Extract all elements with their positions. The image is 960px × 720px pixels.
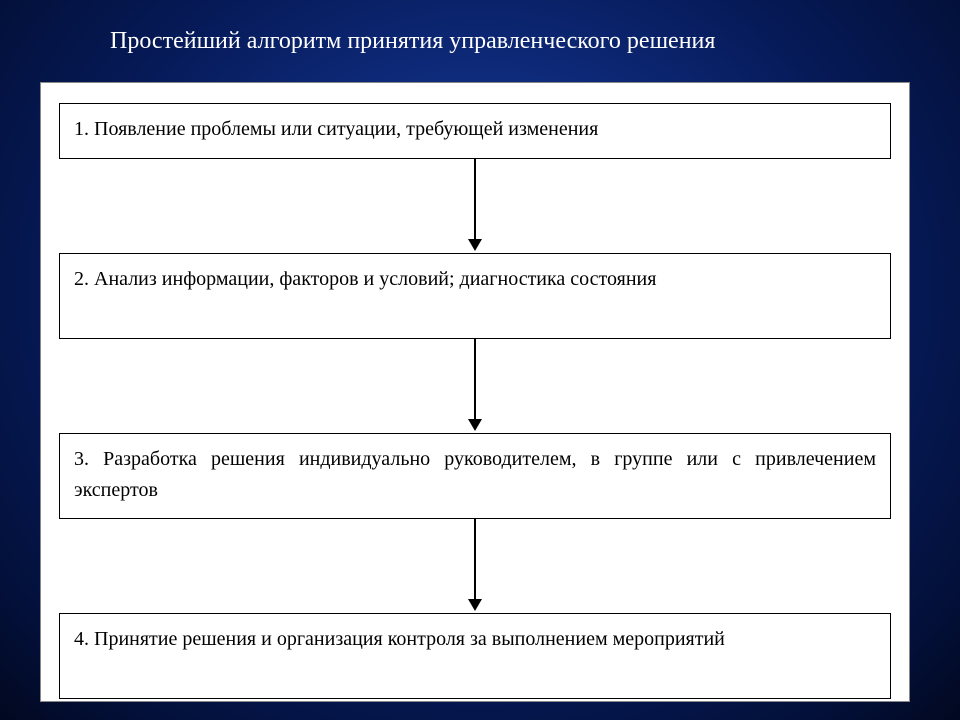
arrow-head-icon — [468, 599, 482, 611]
arrow-shaft — [474, 339, 476, 419]
flow-arrow-1 — [468, 159, 482, 251]
arrow-shaft — [474, 159, 476, 239]
slide-title: Простейший алгоритм принятия управленчес… — [110, 28, 900, 55]
arrow-head-icon — [468, 239, 482, 251]
diagram-card: 1. Появление проблемы или ситуации, треб… — [40, 82, 910, 702]
arrow-head-icon — [468, 419, 482, 431]
flow-node-1: 1. Появление проблемы или ситуации, треб… — [59, 103, 891, 159]
flow-arrow-2 — [468, 339, 482, 431]
arrow-shaft — [474, 519, 476, 599]
flow-node-4: 4. Принятие решения и организация контро… — [59, 613, 891, 699]
flow-arrow-3 — [468, 519, 482, 611]
flow-node-2: 2. Анализ информации, факторов и условий… — [59, 253, 891, 339]
flow-node-3: 3. Разработка решения индивидуально руко… — [59, 433, 891, 519]
slide: Простейший алгоритм принятия управленчес… — [0, 0, 960, 720]
